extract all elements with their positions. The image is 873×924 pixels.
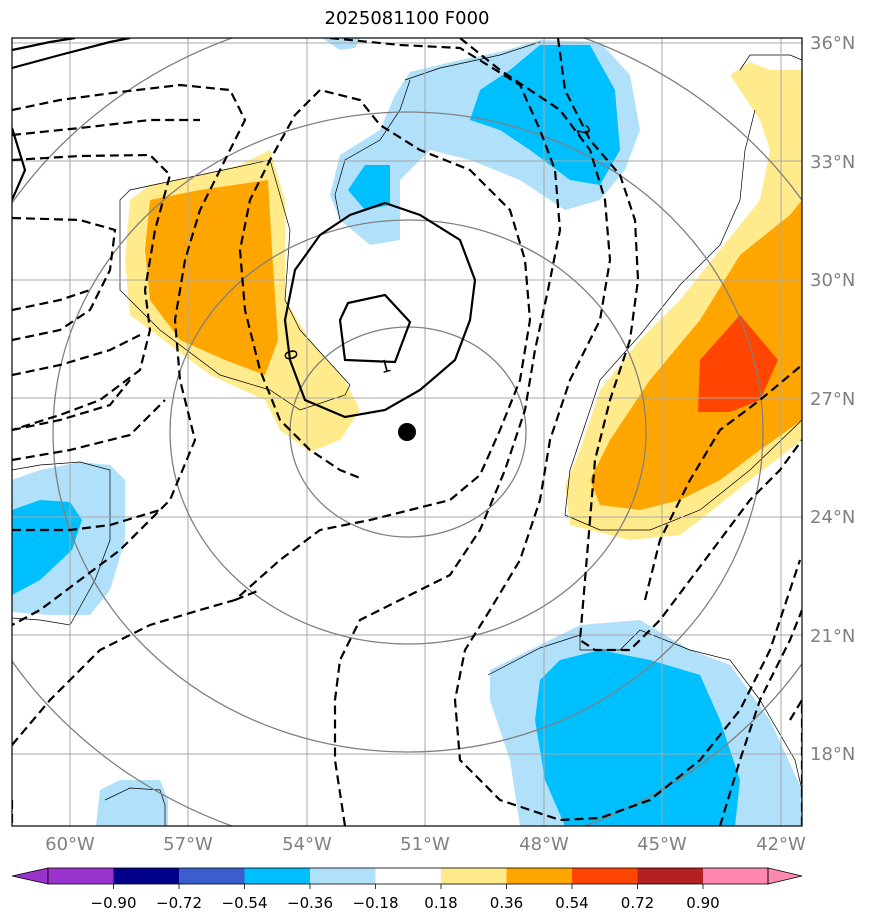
lon-label-42w: 42°W	[756, 834, 806, 855]
lat-label-21n: 21°N	[810, 626, 855, 647]
positive-anomaly-right-mid	[590, 200, 802, 510]
colorbar-segment-0	[48, 868, 114, 884]
lat-label-27n: 27°N	[810, 389, 855, 410]
colorbar-frame	[47, 867, 769, 885]
colorbar-tick-0: −0.90	[91, 894, 137, 912]
negative-anomaly-top-mid	[470, 45, 620, 185]
map-frame	[11, 37, 803, 827]
lat-label-33n: 33°N	[810, 152, 855, 173]
colorbar-tick-3: −0.36	[287, 894, 333, 912]
colorbar-segment-4	[310, 868, 376, 884]
colorbar-segment-1	[113, 868, 179, 884]
latitude-labels: 36°N 33°N 30°N 27°N 24°N 21°N 18°N	[810, 33, 855, 765]
colorbar-segment-7	[506, 868, 572, 884]
colorbar-tick-5: 0.18	[424, 894, 457, 912]
lat-label-30n: 30°N	[810, 270, 855, 291]
colorbar-tick-8: 0.72	[621, 894, 654, 912]
map-title: 2025081100 F000	[324, 8, 490, 29]
colorbar-tick-9: 0.90	[686, 894, 719, 912]
colorbar-tick-2: −0.54	[222, 894, 268, 912]
negative-anomaly-top-light-2	[322, 38, 360, 50]
lon-label-51w: 51°W	[400, 834, 450, 855]
colorbar-tick-6: 0.36	[490, 894, 523, 912]
negative-anomaly-left-mid	[12, 500, 82, 595]
negative-anomaly-bottom-mid	[535, 650, 740, 826]
shading-layer	[12, 38, 802, 826]
storm-center-marker	[398, 423, 416, 441]
map-panel: 0 1 2	[12, 38, 802, 826]
colorbar-tick-1: −0.72	[156, 894, 202, 912]
lon-label-48w: 48°W	[519, 834, 569, 855]
dashed-contours	[12, 38, 802, 826]
contour-label-1: 1	[378, 356, 394, 378]
contour-label-0: 0	[279, 347, 301, 363]
positive-anomaly-right-high	[698, 315, 778, 412]
colorbar: −0.90 −0.72 −0.54 −0.36 −0.18 0.18 0.36 …	[11, 867, 803, 912]
colorbar-extend-high	[767, 867, 803, 885]
contour-zero	[283, 201, 477, 419]
colorbar-segment-10	[703, 868, 769, 884]
colorbar-extend-low	[11, 867, 49, 885]
lat-label-36n: 36°N	[810, 33, 855, 54]
negative-anomaly-bottom-left	[96, 780, 168, 826]
lon-label-57w: 57°W	[163, 834, 213, 855]
lon-label-60w: 60°W	[45, 834, 95, 855]
colorbar-segment-6	[441, 868, 507, 884]
lon-label-54w: 54°W	[282, 834, 332, 855]
lat-label-24n: 24°N	[810, 507, 855, 528]
colorbar-segment-9	[637, 868, 703, 884]
graticule	[12, 38, 802, 826]
longitude-labels: 60°W 57°W 54°W 51°W 48°W 45°W 42°W	[45, 834, 806, 855]
colorbar-segment-5	[375, 868, 441, 884]
lon-label-45w: 45°W	[637, 834, 687, 855]
colorbar-segment-2	[179, 868, 245, 884]
contour-one	[338, 293, 412, 364]
negative-anomaly-top-mid-2	[348, 165, 390, 210]
positive-anomaly-left-mid	[145, 180, 278, 375]
solid-contours	[12, 38, 477, 419]
colorbar-segment-8	[572, 868, 638, 884]
lat-label-18n: 18°N	[810, 744, 855, 765]
colorbar-segment-3	[244, 868, 310, 884]
shading-outlines	[12, 41, 802, 826]
colorbar-tick-7: 0.54	[555, 894, 588, 912]
colorbar-tick-4: −0.18	[353, 894, 399, 912]
